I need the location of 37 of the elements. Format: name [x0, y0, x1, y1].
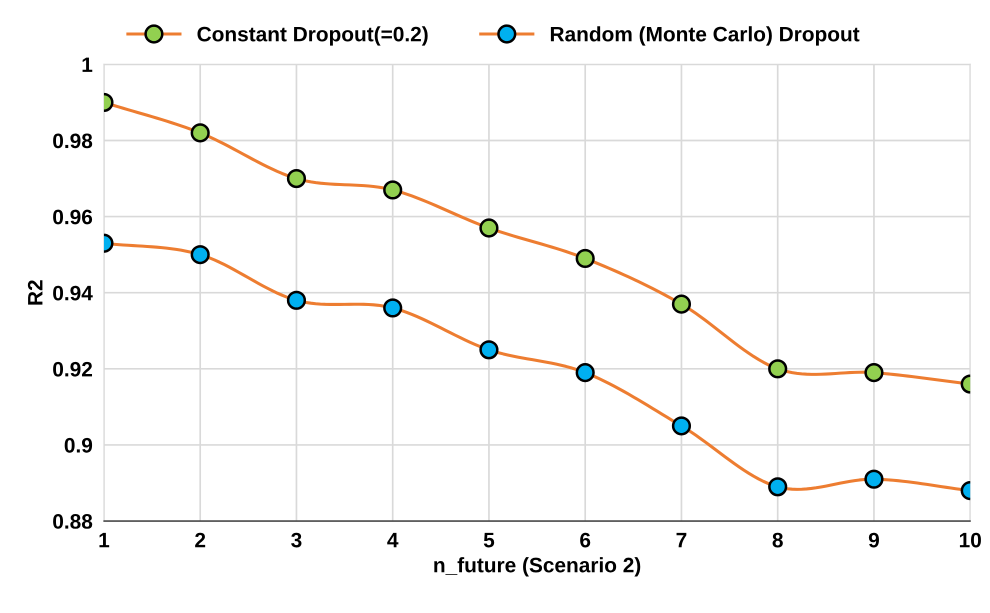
y-tick-label: 0.94 — [53, 286, 93, 300]
point — [672, 294, 692, 314]
point — [576, 248, 595, 268]
x-tick-label: 7 — [676, 532, 686, 548]
x-tick-label: 1 — [99, 532, 110, 548]
point — [190, 245, 210, 264]
y-axis-title: R2 — [28, 280, 42, 305]
x-tick-label: 9 — [868, 532, 879, 548]
x-axis-title: n_future (Scenario 2) — [434, 557, 640, 577]
x-tick-label: 8 — [772, 532, 783, 548]
point — [383, 180, 402, 200]
x-tick-label: 10 — [960, 532, 981, 548]
point — [286, 168, 306, 188]
point — [576, 363, 595, 382]
x-tick-label: 2 — [195, 532, 206, 548]
x-tick-label: 5 — [484, 532, 494, 548]
y-tick-label: 0.88 — [53, 514, 92, 529]
point — [479, 218, 499, 238]
point — [864, 363, 884, 382]
point — [672, 416, 692, 436]
point — [864, 470, 884, 489]
x-tick-label: 3 — [291, 532, 302, 548]
y-tick-label: 0.9 — [64, 438, 92, 453]
legend-label: Constant Dropout(=0.2) — [197, 26, 428, 46]
point — [768, 359, 788, 378]
point — [768, 477, 788, 496]
point — [479, 340, 499, 360]
y-tick-label: 0.92 — [53, 362, 92, 377]
x-tick-label: 4 — [387, 532, 398, 548]
point — [190, 123, 210, 142]
legend-label: Random (Monte Carlo) Dropout — [550, 26, 860, 46]
point — [383, 298, 402, 318]
x-tick-label: 6 — [580, 532, 590, 548]
y-tick-label: 0.98 — [53, 133, 92, 148]
y-tick-label: 1 — [82, 58, 92, 72]
point — [286, 290, 306, 310]
y-tick-label: 0.96 — [53, 210, 92, 224]
